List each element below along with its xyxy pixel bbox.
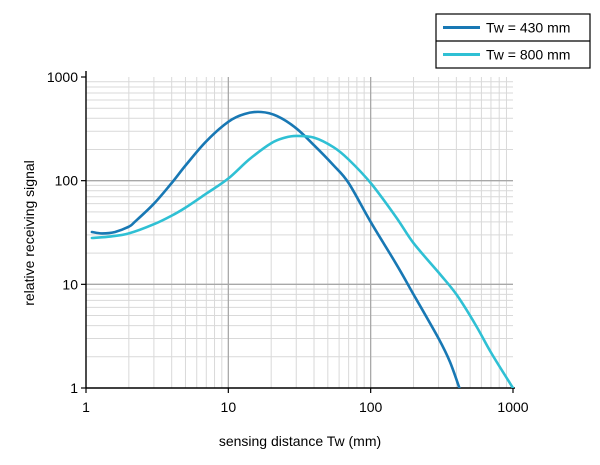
- x-tick-label: 1: [82, 399, 90, 415]
- y-tick-label: 1000: [47, 69, 78, 85]
- legend-label-1: Tw = 430 mm: [486, 20, 570, 36]
- y-axis-title: relative receiving signal: [21, 160, 37, 306]
- x-tick-label: 100: [359, 399, 383, 415]
- y-tick-label: 100: [55, 173, 79, 189]
- x-tick-label: 10: [221, 399, 237, 415]
- legend-label-2: Tw = 800 mm: [486, 47, 570, 63]
- x-tick-label: 1000: [497, 399, 528, 415]
- y-tick-label: 10: [62, 276, 78, 292]
- y-tick-label: 1: [70, 380, 78, 396]
- x-axis-title: sensing distance Tw (mm): [219, 433, 381, 449]
- legend: Tw = 430 mm Tw = 800 mm: [436, 14, 590, 68]
